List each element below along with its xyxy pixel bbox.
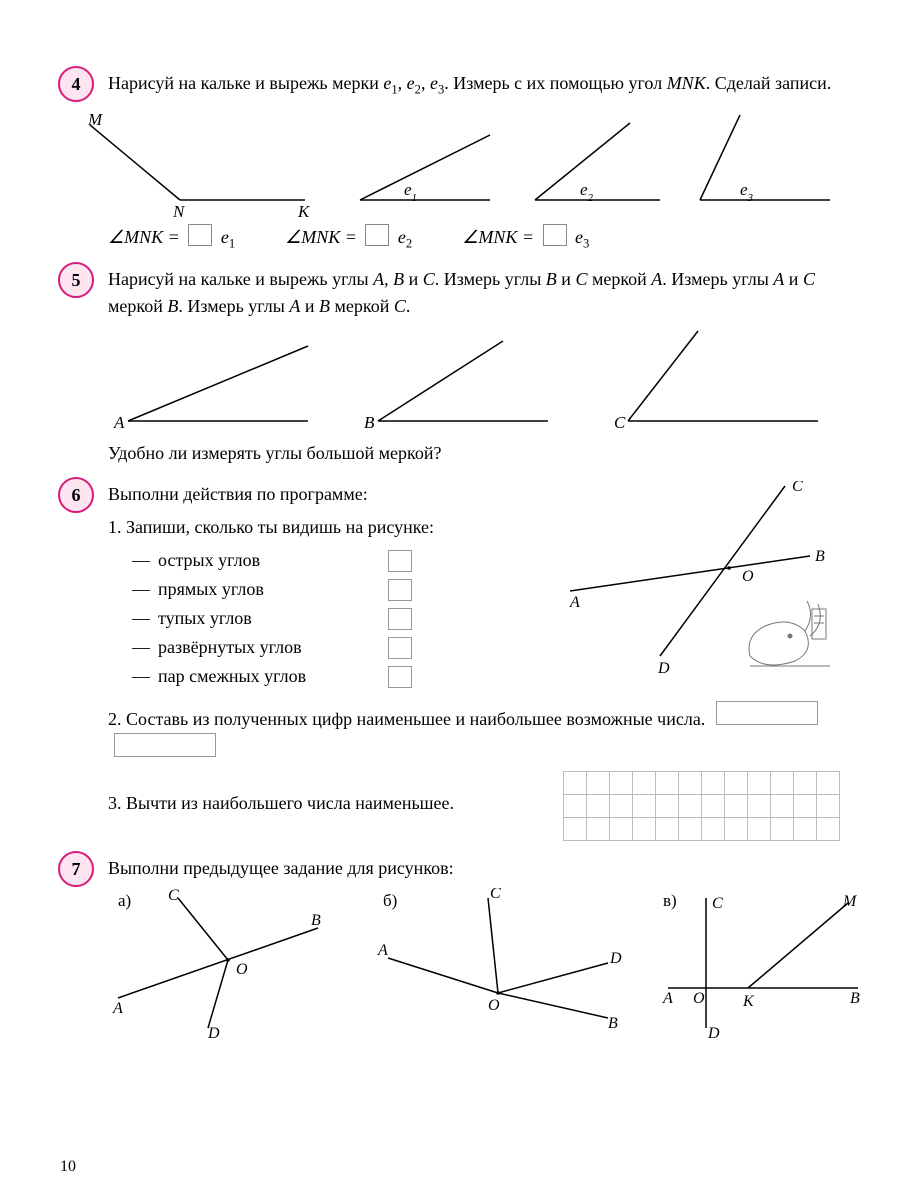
part-b-label: б) bbox=[383, 891, 397, 910]
label-M: M bbox=[87, 110, 103, 129]
task-7-badge: 7 bbox=[58, 851, 94, 887]
lbl6-C: C bbox=[792, 481, 803, 495]
lbl6-O: O bbox=[742, 568, 754, 585]
svg-text:D: D bbox=[207, 1025, 220, 1038]
eq1-box[interactable] bbox=[188, 224, 212, 246]
angle-types-list: —острых углов —прямых углов —тупых углов… bbox=[132, 547, 520, 690]
lbl6-B: B bbox=[815, 548, 825, 565]
lbl6-D: D bbox=[657, 660, 670, 677]
svg-text:O: O bbox=[693, 990, 705, 1007]
eq3: ∠MNK = e3 bbox=[462, 224, 589, 252]
item-acute: острых углов bbox=[158, 547, 388, 574]
svg-text:M: M bbox=[842, 893, 858, 910]
task-7-body: Выполни предыдущее задание для рисунков: bbox=[108, 855, 840, 882]
task-7-text: Выполни предыдущее задание для рисунков: bbox=[108, 855, 840, 882]
part-a-label: а) bbox=[118, 891, 131, 910]
label-N: N bbox=[172, 202, 186, 220]
svg-text:A: A bbox=[112, 1000, 123, 1017]
eq3-box[interactable] bbox=[543, 224, 567, 246]
task-6-step1: 1. Запиши, сколько ты видишь на рисунке: bbox=[108, 514, 520, 541]
svg-text:K: K bbox=[742, 993, 755, 1010]
task-6-intro: Выполни действия по программе: bbox=[108, 481, 520, 508]
svg-text:C: C bbox=[168, 888, 179, 904]
box-straight[interactable] bbox=[388, 637, 412, 659]
svg-text:A: A bbox=[377, 942, 388, 959]
task-4-text: Нарисуй на кальке и вырежь мерки e1, e2,… bbox=[108, 70, 840, 99]
svg-text:A: A bbox=[662, 990, 673, 1007]
box-obtuse[interactable] bbox=[388, 608, 412, 630]
svg-text:O: O bbox=[236, 961, 248, 978]
task-5-body: Нарисуй на кальке и вырежь углы A, B и C… bbox=[108, 266, 840, 320]
box-max[interactable] bbox=[114, 733, 216, 757]
task-7-figures: а) A B C D O б) bbox=[108, 888, 840, 1038]
label-K: K bbox=[297, 202, 311, 220]
eq2: ∠MNK = e2 bbox=[285, 224, 412, 252]
lbl6-A: A bbox=[569, 594, 580, 611]
box-min[interactable] bbox=[716, 701, 818, 725]
task-4-body: Нарисуй на кальке и вырежь мерки e1, e2,… bbox=[108, 70, 840, 99]
part-c-label: в) bbox=[663, 891, 677, 910]
task-4-figures: M N K e1 e2 e bbox=[60, 105, 840, 220]
task-6: 6 Выполни действия по программе: 1. Запи… bbox=[60, 481, 840, 841]
item-right: прямых углов bbox=[158, 576, 388, 603]
task-6-step2: 2. Составь из полученных цифр наименьшее… bbox=[108, 701, 840, 765]
box-adjacent[interactable] bbox=[388, 666, 412, 688]
box-acute[interactable] bbox=[388, 550, 412, 572]
task-6-figure: C B O A D bbox=[530, 481, 840, 701]
task-5-figures: A B C bbox=[108, 326, 840, 436]
task-6-badge: 6 bbox=[58, 477, 94, 513]
task-4: 4 Нарисуй на кальке и вырежь мерки e1, e… bbox=[60, 70, 840, 252]
calc-grid[interactable] bbox=[563, 771, 840, 841]
item-straight: развёрнутых углов bbox=[158, 634, 388, 661]
svg-text:D: D bbox=[707, 1025, 720, 1038]
item-obtuse: тупых углов bbox=[158, 605, 388, 632]
box-right[interactable] bbox=[388, 579, 412, 601]
label-C: C bbox=[614, 413, 626, 432]
task-4-badge: 4 bbox=[58, 66, 94, 102]
svg-text:D: D bbox=[609, 950, 622, 967]
svg-text:C: C bbox=[490, 888, 501, 902]
label-B: B bbox=[364, 413, 375, 432]
page-number: 10 bbox=[60, 1158, 76, 1176]
svg-text:B: B bbox=[608, 1015, 618, 1032]
task-7: 7 Выполни предыдущее задание для рисунко… bbox=[60, 855, 840, 1038]
task-6-body: Выполни действия по программе: 1. Запиши… bbox=[108, 481, 840, 841]
svg-text:O: O bbox=[488, 997, 500, 1014]
task-6-step3: 3. Вычти из наибольшего числа наименьшее… bbox=[108, 790, 563, 817]
task-5-badge: 5 bbox=[58, 262, 94, 298]
label-A: A bbox=[113, 413, 125, 432]
task-4-equations: ∠MNK = e1 ∠MNK = e2 ∠MNK = e3 bbox=[108, 224, 840, 252]
svg-text:B: B bbox=[311, 912, 321, 929]
page: 4 Нарисуй на кальке и вырежь мерки e1, e… bbox=[0, 0, 900, 1200]
task-5: 5 Нарисуй на кальке и вырежь углы A, B и… bbox=[60, 266, 840, 467]
task-5-question: Удобно ли измерять углы большой меркой? bbox=[108, 440, 840, 467]
item-adjacent: пар смежных углов bbox=[158, 663, 388, 690]
eq1: ∠MNK = e1 bbox=[108, 224, 235, 252]
eq2-box[interactable] bbox=[365, 224, 389, 246]
task-5-text: Нарисуй на кальке и вырежь углы A, B и C… bbox=[108, 266, 840, 320]
svg-text:C: C bbox=[712, 895, 723, 912]
svg-text:B: B bbox=[850, 990, 860, 1007]
task-5-q-text: Удобно ли измерять углы большой меркой? bbox=[108, 440, 840, 467]
